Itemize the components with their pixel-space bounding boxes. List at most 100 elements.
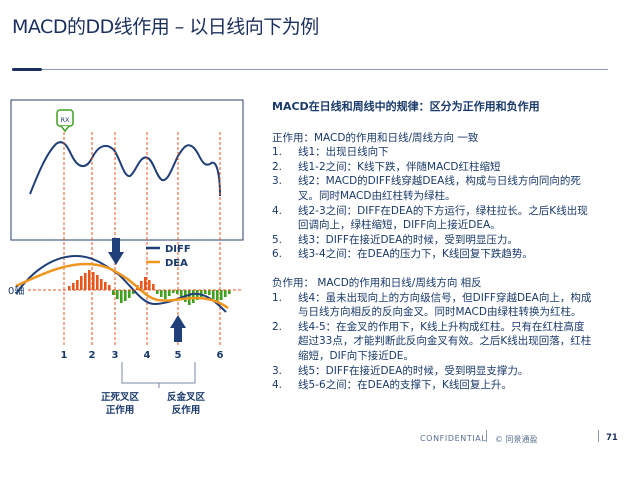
macd-bar: [100, 279, 103, 290]
macd-bar: [152, 284, 155, 290]
list-item-text: 线4：虽未出现向上的方向级信号，但DIFF穿越DEA向上，构成与日线方向相反的反…: [298, 291, 592, 319]
page-title: MACD的DD线作用 – 以日线向下为例: [12, 16, 319, 38]
macd-bar: [148, 280, 151, 290]
positive-list: 1. 线1：出现日线向下 2. 线1-2之间：K线下跌，伴随MACD红柱缩短 3. 线2：…: [272, 145, 592, 262]
list-item-number: 2.: [272, 160, 283, 173]
macd-bar: [200, 290, 203, 297]
macd-chart-svg: 0轴 RX DIFF DEA 1 2 3 4 5 6 正死叉区 正作用 反金叉区 反作用: [8, 99, 244, 416]
macd-bar: [84, 273, 87, 290]
list-item: 3. 线2：MACD的DIFF线穿越DEA线，构成与日线方向同向的死叉。同时MAC…: [272, 174, 592, 203]
zone-golden-cross-title: 反金叉区: [167, 391, 206, 403]
list-item: 6. 线3-4之间：在DEA的压力下，K线回复下跌趋势。: [272, 247, 592, 262]
macd-bar: [196, 290, 199, 300]
macd-bar: [128, 290, 131, 298]
list-item: 2. 线1-2之间：K线下跌，伴随MACD红柱缩短: [272, 160, 592, 175]
macd-bar: [164, 290, 167, 299]
explanation-panel: MACD在日线和周线中的规律：区分为正作用和负作用 正作用：MACD的作用和日线…: [272, 100, 592, 393]
zone-death-cross-title: 正死叉区: [101, 392, 140, 403]
macd-bar: [180, 290, 183, 298]
macd-bar: [192, 290, 195, 303]
macd-bar: [68, 286, 71, 290]
list-item-number: 1.: [272, 291, 283, 304]
positive-section-title: 正作用：MACD的作用和日线/周线方向 一致: [272, 131, 479, 144]
macd-bar: [108, 285, 111, 290]
macd-bar: [156, 290, 159, 294]
title-divider: [12, 68, 608, 72]
list-item-number: 4.: [272, 204, 283, 217]
list-item-number: 3.: [272, 364, 283, 377]
macd-bar: [168, 290, 171, 296]
negative-section-title: 负作用： MACD的作用和日线/周线方向 相反: [272, 276, 482, 289]
list-item-text: 线3：DIFF在接近DEA的时候，受到明显压力。: [298, 233, 518, 246]
legend-dea-label: DEA: [165, 258, 188, 269]
macd-bar: [132, 290, 135, 294]
macd-bar: [80, 276, 83, 290]
confidential-label: CONFIDENTIAL: [420, 434, 487, 443]
list-item-text: 线1-2之间：K线下跌，伴随MACD红柱缩短: [298, 160, 501, 173]
legend: DIFF DEA: [146, 244, 191, 269]
page-number: 71: [606, 433, 618, 443]
list-item-text: 线3-4之间：在DEA的压力下，K线回复下跌趋势。: [298, 248, 533, 261]
list-item: 4. 线2-3之间：DIFF在DEA的下方运行，绿柱拉长。之后K线出现回调向上，绿…: [272, 204, 592, 233]
macd-bar: [112, 290, 115, 295]
macd-bar: [120, 290, 123, 303]
price-panel-frame: [10, 99, 244, 241]
footer-separator: [598, 430, 599, 442]
list-item-number: 2.: [272, 320, 283, 333]
down-arrow-icon: [108, 238, 124, 265]
macd-bar: [76, 280, 79, 290]
price-line: [29, 141, 221, 197]
rx-marker-label: RX: [61, 116, 71, 124]
list-item-number: 1.: [272, 146, 283, 159]
list-item: 3. 线5：DIFF在接近DEA的时候，受到明显支撑力。: [272, 364, 592, 379]
macd-bar: [216, 290, 219, 302]
macd-bar: [144, 277, 147, 290]
macd-bar: [220, 290, 223, 300]
list-item: 1. 线1：出现日线向下: [272, 145, 592, 160]
macd-bar: [88, 270, 91, 290]
list-item-text: 线5：DIFF在接近DEA的时候，受到明显支撑力。: [298, 364, 529, 377]
macd-bar: [212, 290, 215, 299]
legend-diff-label: DIFF: [165, 244, 191, 255]
macd-bar: [160, 290, 163, 297]
macd-bar: [116, 290, 119, 299]
panel-heading: MACD在日线和周线中的规律：区分为正作用和负作用: [272, 100, 540, 113]
list-item: 1. 线4：虽未出现向上的方向级信号，但DIFF穿越DEA向上，构成与日线方向相反…: [272, 291, 592, 320]
zone-death-cross-effect: 正作用: [106, 404, 135, 416]
list-item: 2. 线4-5：在金叉的作用下，K线上升构成红柱。只有在红柱高度超过33点，才能判…: [272, 320, 592, 364]
list-item-text: 线5-6之间：在DEA的支撑下，K线回复上升。: [298, 379, 512, 392]
up-arrow-icon: [170, 315, 186, 342]
line-number-label: 4: [144, 350, 151, 361]
macd-bar: [140, 281, 143, 290]
list-item-text: 线4-5：在金叉的作用下，K线上升构成红柱。只有在红柱高度超过33点，才能判断此…: [298, 320, 592, 362]
list-item-number: 3.: [272, 175, 283, 188]
macd-bar: [72, 283, 75, 290]
macd-bar: [224, 290, 227, 297]
line-number-label: 1: [61, 350, 68, 361]
list-item-number: 5.: [272, 233, 283, 246]
list-item: 5. 线3：DIFF在接近DEA的时候，受到明显压力。: [272, 233, 592, 248]
copyright-label: © 同景通盈: [495, 435, 538, 444]
macd-bar: [208, 290, 211, 295]
list-item-text: 线2-3之间：DIFF在DEA的下方运行，绿柱拉长。之后K线出现回调向上，绿柱缩…: [298, 204, 588, 232]
macd-bar: [204, 290, 207, 294]
list-item-number: 6.: [272, 248, 283, 261]
macd-chart: 0轴 RX DIFF DEA 1 2 3 4 5 6 正死叉区 正作用 反金叉区 反作用: [6, 98, 252, 428]
line-number-label: 5: [175, 350, 182, 361]
list-item-number: 4.: [272, 379, 283, 392]
macd-bar: [96, 275, 99, 290]
list-item: 4. 线5-6之间：在DEA的支撑下，K线回复上升。: [272, 378, 592, 393]
macd-bar: [172, 290, 175, 293]
list-item-text: 线1：出现日线向下: [298, 146, 389, 159]
line-number-label: 2: [89, 350, 96, 361]
line-number-label: 6: [217, 350, 224, 361]
list-item-text: 线2：MACD的DIFF线穿越DEA线，构成与日线方向同向的死叉。同时MACD由…: [298, 175, 581, 202]
zone-brackets: [121, 362, 196, 388]
zone-golden-cross-effect: 反作用: [172, 404, 201, 416]
macd-bar: [124, 290, 127, 301]
macd-bar: [176, 290, 179, 294]
macd-bar: [104, 282, 107, 290]
negative-list: 1. 线4：虽未出现向上的方向级信号，但DIFF穿越DEA向上，构成与日线方向相反…: [272, 291, 592, 393]
rx-marker: RX: [56, 109, 74, 133]
line-number-label: 3: [112, 350, 119, 361]
